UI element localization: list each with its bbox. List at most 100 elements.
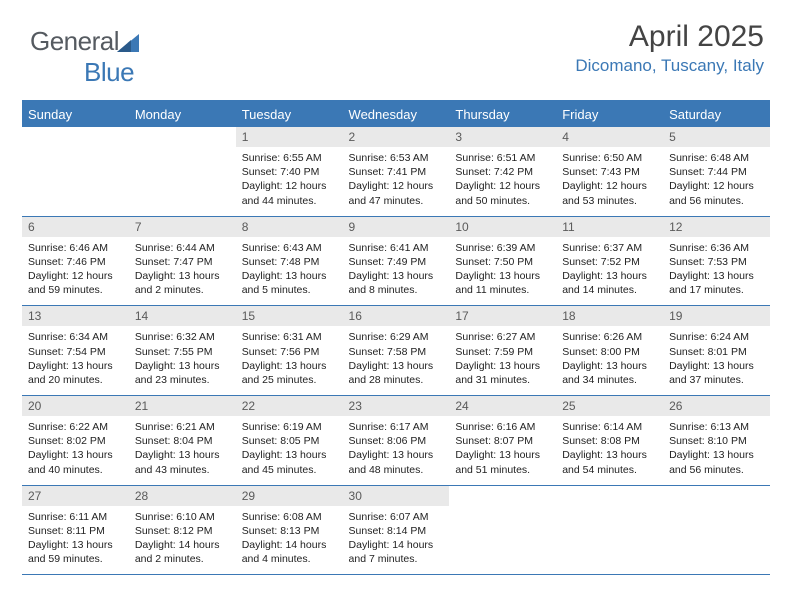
calendar-day-cell: 12Sunrise: 6:36 AMSunset: 7:53 PMDayligh… xyxy=(663,216,770,306)
sunrise-text: Sunrise: 6:11 AM xyxy=(28,510,123,524)
sunset-text: Sunset: 7:56 PM xyxy=(242,345,337,359)
day-details: Sunrise: 6:46 AMSunset: 7:46 PMDaylight:… xyxy=(22,237,129,306)
day-number: 25 xyxy=(556,396,663,416)
sunset-text: Sunset: 7:44 PM xyxy=(669,165,764,179)
sunset-text: Sunset: 7:48 PM xyxy=(242,255,337,269)
location-subtitle: Dicomano, Tuscany, Italy xyxy=(575,56,764,76)
sunset-text: Sunset: 8:01 PM xyxy=(669,345,764,359)
sunrise-text: Sunrise: 6:43 AM xyxy=(242,241,337,255)
logo-triangle-icon xyxy=(117,34,139,52)
sunset-text: Sunset: 7:40 PM xyxy=(242,165,337,179)
calendar-day-cell: 3Sunrise: 6:51 AMSunset: 7:42 PMDaylight… xyxy=(449,127,556,216)
day-details: Sunrise: 6:10 AMSunset: 8:12 PMDaylight:… xyxy=(129,506,236,575)
daylight-text: Daylight: 12 hours and 56 minutes. xyxy=(669,179,764,207)
sunrise-text: Sunrise: 6:37 AM xyxy=(562,241,657,255)
day-number: 8 xyxy=(236,217,343,237)
sunset-text: Sunset: 8:02 PM xyxy=(28,434,123,448)
day-details: Sunrise: 6:19 AMSunset: 8:05 PMDaylight:… xyxy=(236,416,343,485)
day-details xyxy=(449,506,556,570)
daylight-text: Daylight: 13 hours and 17 minutes. xyxy=(669,269,764,297)
daylight-text: Daylight: 13 hours and 20 minutes. xyxy=(28,359,123,387)
day-details xyxy=(22,147,129,211)
day-number: 17 xyxy=(449,306,556,326)
daylight-text: Daylight: 13 hours and 48 minutes. xyxy=(349,448,444,476)
calendar-day-cell xyxy=(22,127,129,216)
sunrise-text: Sunrise: 6:41 AM xyxy=(349,241,444,255)
day-number: 14 xyxy=(129,306,236,326)
page: General Blue April 2025 Dicomano, Tuscan… xyxy=(0,0,792,612)
calendar-day-cell: 9Sunrise: 6:41 AMSunset: 7:49 PMDaylight… xyxy=(343,216,450,306)
sunrise-text: Sunrise: 6:26 AM xyxy=(562,330,657,344)
calendar-week-row: 27Sunrise: 6:11 AMSunset: 8:11 PMDayligh… xyxy=(22,485,770,575)
calendar-container: Sunday Monday Tuesday Wednesday Thursday… xyxy=(22,100,770,575)
daylight-text: Daylight: 13 hours and 59 minutes. xyxy=(28,538,123,566)
daylight-text: Daylight: 14 hours and 2 minutes. xyxy=(135,538,230,566)
day-details: Sunrise: 6:50 AMSunset: 7:43 PMDaylight:… xyxy=(556,147,663,216)
sunrise-text: Sunrise: 6:14 AM xyxy=(562,420,657,434)
daylight-text: Daylight: 12 hours and 47 minutes. xyxy=(349,179,444,207)
day-details: Sunrise: 6:36 AMSunset: 7:53 PMDaylight:… xyxy=(663,237,770,306)
daylight-text: Daylight: 12 hours and 59 minutes. xyxy=(28,269,123,297)
day-number: 15 xyxy=(236,306,343,326)
daylight-text: Daylight: 13 hours and 11 minutes. xyxy=(455,269,550,297)
calendar-day-cell: 13Sunrise: 6:34 AMSunset: 7:54 PMDayligh… xyxy=(22,306,129,396)
daylight-text: Daylight: 12 hours and 50 minutes. xyxy=(455,179,550,207)
day-details: Sunrise: 6:21 AMSunset: 8:04 PMDaylight:… xyxy=(129,416,236,485)
day-number: 29 xyxy=(236,486,343,506)
calendar-day-cell: 7Sunrise: 6:44 AMSunset: 7:47 PMDaylight… xyxy=(129,216,236,306)
calendar-day-cell: 22Sunrise: 6:19 AMSunset: 8:05 PMDayligh… xyxy=(236,396,343,486)
day-header: Thursday xyxy=(449,101,556,127)
day-number: 12 xyxy=(663,217,770,237)
day-header: Monday xyxy=(129,101,236,127)
day-details: Sunrise: 6:24 AMSunset: 8:01 PMDaylight:… xyxy=(663,326,770,395)
day-number: 6 xyxy=(22,217,129,237)
day-header: Tuesday xyxy=(236,101,343,127)
day-details xyxy=(129,147,236,211)
day-details: Sunrise: 6:11 AMSunset: 8:11 PMDaylight:… xyxy=(22,506,129,575)
sunrise-text: Sunrise: 6:21 AM xyxy=(135,420,230,434)
day-header: Wednesday xyxy=(343,101,450,127)
daylight-text: Daylight: 13 hours and 28 minutes. xyxy=(349,359,444,387)
day-number: 1 xyxy=(236,127,343,147)
sunset-text: Sunset: 7:55 PM xyxy=(135,345,230,359)
sunrise-text: Sunrise: 6:53 AM xyxy=(349,151,444,165)
day-header: Sunday xyxy=(22,101,129,127)
sunset-text: Sunset: 7:42 PM xyxy=(455,165,550,179)
day-number: 9 xyxy=(343,217,450,237)
sunset-text: Sunset: 7:43 PM xyxy=(562,165,657,179)
calendar-day-cell: 27Sunrise: 6:11 AMSunset: 8:11 PMDayligh… xyxy=(22,485,129,575)
sunrise-text: Sunrise: 6:39 AM xyxy=(455,241,550,255)
day-number: 24 xyxy=(449,396,556,416)
day-details: Sunrise: 6:55 AMSunset: 7:40 PMDaylight:… xyxy=(236,147,343,216)
logo-text-1: General xyxy=(30,26,119,56)
sunrise-text: Sunrise: 6:19 AM xyxy=(242,420,337,434)
sunset-text: Sunset: 8:08 PM xyxy=(562,434,657,448)
day-header-row: Sunday Monday Tuesday Wednesday Thursday… xyxy=(22,101,770,127)
daylight-text: Daylight: 13 hours and 23 minutes. xyxy=(135,359,230,387)
day-details: Sunrise: 6:32 AMSunset: 7:55 PMDaylight:… xyxy=(129,326,236,395)
calendar-week-row: 13Sunrise: 6:34 AMSunset: 7:54 PMDayligh… xyxy=(22,306,770,396)
daylight-text: Daylight: 13 hours and 37 minutes. xyxy=(669,359,764,387)
sunrise-text: Sunrise: 6:10 AM xyxy=(135,510,230,524)
daylight-text: Daylight: 13 hours and 56 minutes. xyxy=(669,448,764,476)
calendar-day-cell: 26Sunrise: 6:13 AMSunset: 8:10 PMDayligh… xyxy=(663,396,770,486)
sunrise-text: Sunrise: 6:46 AM xyxy=(28,241,123,255)
day-number: 28 xyxy=(129,486,236,506)
calendar-day-cell: 16Sunrise: 6:29 AMSunset: 7:58 PMDayligh… xyxy=(343,306,450,396)
sunrise-text: Sunrise: 6:29 AM xyxy=(349,330,444,344)
sunrise-text: Sunrise: 6:13 AM xyxy=(669,420,764,434)
day-number: 30 xyxy=(343,486,450,506)
daylight-text: Daylight: 13 hours and 54 minutes. xyxy=(562,448,657,476)
day-number: 16 xyxy=(343,306,450,326)
calendar-day-cell: 19Sunrise: 6:24 AMSunset: 8:01 PMDayligh… xyxy=(663,306,770,396)
day-details xyxy=(663,506,770,570)
daylight-text: Daylight: 13 hours and 34 minutes. xyxy=(562,359,657,387)
day-details: Sunrise: 6:31 AMSunset: 7:56 PMDaylight:… xyxy=(236,326,343,395)
day-details: Sunrise: 6:16 AMSunset: 8:07 PMDaylight:… xyxy=(449,416,556,485)
day-number xyxy=(449,486,556,506)
sunrise-text: Sunrise: 6:27 AM xyxy=(455,330,550,344)
sunset-text: Sunset: 8:14 PM xyxy=(349,524,444,538)
calendar-day-cell xyxy=(556,485,663,575)
day-details xyxy=(556,506,663,570)
day-details: Sunrise: 6:37 AMSunset: 7:52 PMDaylight:… xyxy=(556,237,663,306)
